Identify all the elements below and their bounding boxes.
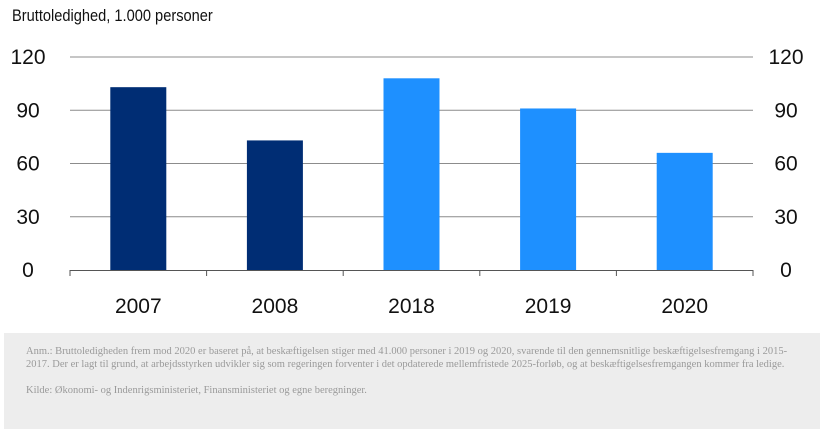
- y-tick-label-left: 0: [22, 259, 34, 282]
- footnote-box: Anm.: Bruttoledigheden frem mod 2020 er …: [4, 333, 820, 429]
- bars: [110, 78, 713, 270]
- y-tick-label-right: 0: [780, 259, 792, 282]
- y-tick-label-left: 30: [16, 206, 39, 229]
- x-tick-label: 2007: [115, 295, 162, 318]
- bar-2019: [520, 108, 577, 270]
- chart-title: Bruttoledighed, 1.000 personer: [12, 6, 213, 25]
- x-tick-label: 2008: [252, 295, 299, 318]
- y-axis-left: 0 30 60 90 120: [10, 46, 45, 282]
- y-tick-label-right: 90: [774, 99, 797, 122]
- y-tick-label-left: 120: [10, 46, 45, 69]
- x-tick-label: 2018: [388, 295, 435, 318]
- x-tick-label: 2019: [525, 295, 572, 318]
- y-tick-label-right: 60: [774, 153, 797, 176]
- bar-2020: [656, 152, 713, 270]
- bar-2008: [246, 140, 303, 270]
- bar-2018: [383, 78, 440, 270]
- bar-2007: [110, 87, 167, 270]
- y-tick-label-left: 90: [16, 99, 39, 122]
- x-axis: 2007 2008 2018 2019 2020: [69, 270, 754, 318]
- y-tick-label-right: 120: [768, 46, 803, 69]
- y-axis-right: 0 30 60 90 120: [768, 46, 803, 282]
- source-text: Kilde: Økonomi- og Indenrigsministeriet,…: [26, 385, 367, 396]
- x-tick-label: 2020: [661, 295, 708, 318]
- y-tick-label-right: 30: [774, 206, 797, 229]
- y-tick-label-left: 60: [16, 153, 39, 176]
- footnote-text: Anm.: Bruttoledigheden frem mod 2020 er …: [26, 346, 788, 370]
